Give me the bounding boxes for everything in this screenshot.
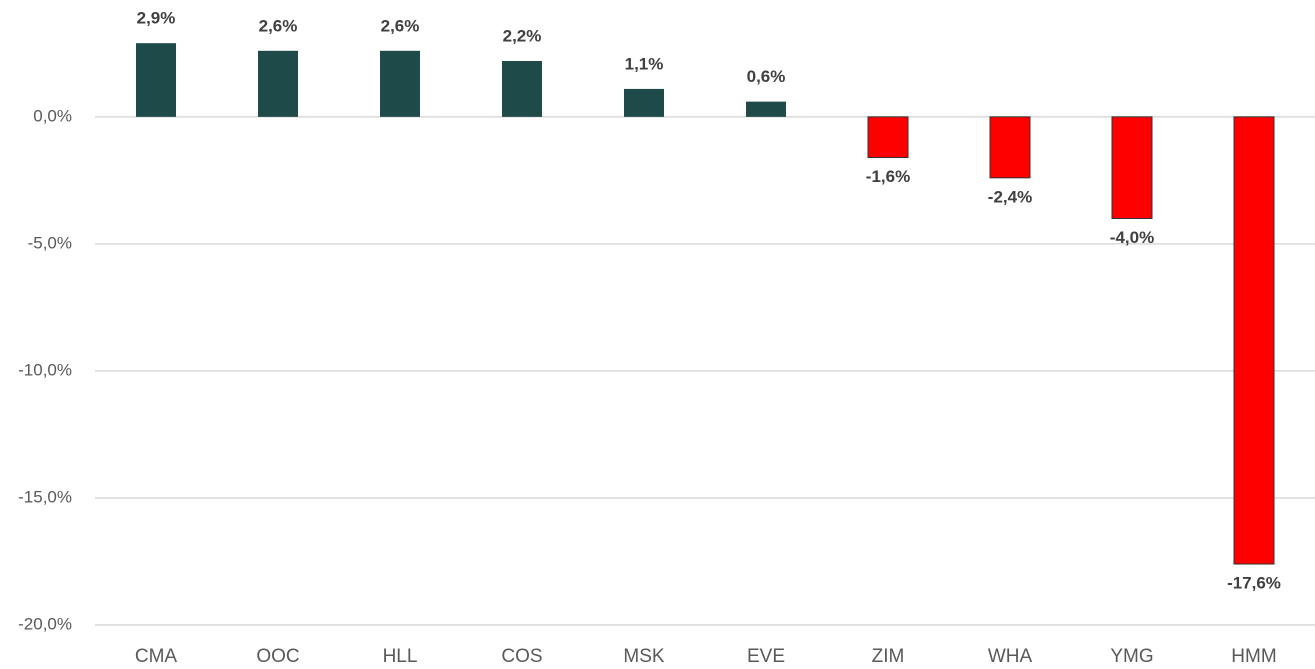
bar [1233,116,1275,565]
value-label: -17,6% [1227,574,1281,593]
x-tick-label: WHA [988,646,1033,667]
x-tick-label: EVE [747,646,785,667]
value-label: -4,0% [1110,228,1154,247]
bar [867,116,909,159]
bar [989,116,1031,179]
y-tick-label: -20,0% [18,614,72,633]
x-tick-label: HMM [1231,646,1276,667]
x-tick-label: COS [501,646,542,667]
value-label: -2,4% [988,187,1032,206]
value-label: 0,6% [747,67,786,86]
value-label: 2,2% [503,26,542,45]
x-tick-label: MSK [623,646,665,667]
x-tick-label: CMA [135,646,178,667]
value-label: 2,9% [137,9,176,28]
x-tick-label: YMG [1110,646,1153,667]
bar [258,50,298,117]
value-label: -1,6% [866,167,910,186]
bar [502,60,542,117]
x-tick-label: OOC [256,646,299,667]
bar [380,50,420,117]
bar [624,88,664,117]
value-label: 2,6% [381,16,420,35]
y-tick-label: -10,0% [18,360,72,379]
y-tick-label: 0,0% [33,106,72,125]
y-tick-label: -15,0% [18,487,72,506]
bar [746,101,786,117]
x-tick-label: HLL [383,646,418,667]
bar [1111,116,1153,219]
x-tick-label: ZIM [872,646,905,667]
value-label: 2,6% [259,16,298,35]
y-tick-label: -5,0% [28,233,72,252]
bar [136,43,176,117]
value-label: 1,1% [625,54,664,73]
